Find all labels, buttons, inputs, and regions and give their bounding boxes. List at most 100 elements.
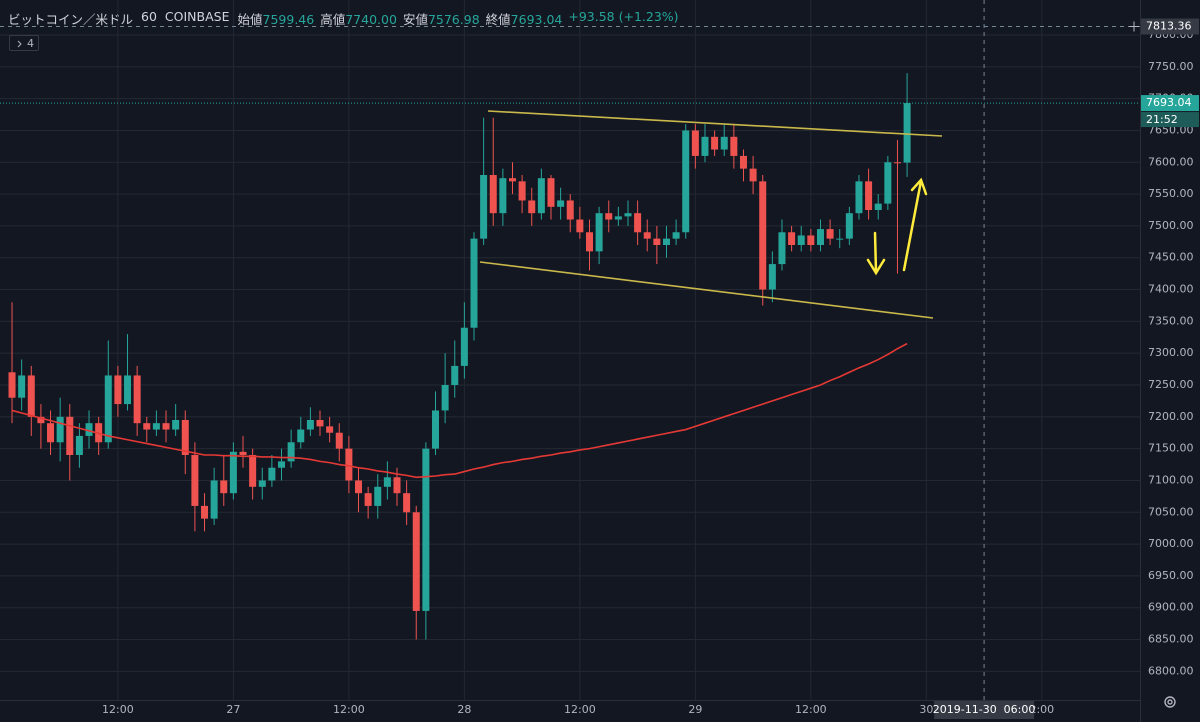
- ohlc-value: 7576.98: [427, 12, 480, 27]
- candle-body: [364, 493, 372, 506]
- countdown-tag: [1141, 112, 1199, 128]
- candle-body: [220, 480, 228, 494]
- y-tick-label: 6900.00: [1148, 601, 1194, 614]
- candle-body: [566, 200, 574, 220]
- ohlc-value: 7740.00: [345, 12, 397, 27]
- candle-body: [691, 130, 699, 156]
- exchange: COINBASE: [164, 9, 230, 24]
- settings-icon[interactable]: [1164, 696, 1176, 708]
- candle-body: [451, 365, 459, 385]
- candle-body: [711, 136, 719, 150]
- ohlc-value: 7599.46: [262, 12, 315, 27]
- ohlc-item: 始値7599.46: [238, 9, 315, 28]
- candle-body: [104, 375, 112, 443]
- candle-body: [653, 238, 661, 245]
- x-tick-label: 28: [457, 703, 471, 716]
- candle-body: [682, 130, 690, 233]
- candle-body: [258, 480, 266, 487]
- y-tick-label: 7250.00: [1148, 378, 1194, 391]
- candle-body: [326, 426, 334, 433]
- candle-body: [845, 213, 853, 239]
- interval: 60: [141, 9, 157, 24]
- candle-body: [672, 232, 680, 239]
- candle-body: [47, 423, 55, 443]
- candle-body: [480, 175, 488, 239]
- candle-body: [278, 461, 286, 468]
- candle-body: [460, 327, 468, 366]
- y-tick-label: 7050.00: [1148, 505, 1194, 518]
- candle-body: [412, 512, 420, 611]
- candle-body: [662, 238, 670, 245]
- candle-body: [739, 155, 747, 169]
- candle-body: [229, 451, 237, 494]
- legend-header: ビットコイン／米ドル 60 COINBASE 始値7599.46 高値7740.0…: [8, 9, 679, 28]
- candle-body: [239, 451, 247, 455]
- candle-body: [884, 162, 892, 204]
- last-price-tag: [1141, 95, 1199, 112]
- candle-body: [172, 420, 180, 430]
- y-tick-label: 7500.00: [1148, 219, 1194, 232]
- candle-body: [422, 448, 430, 611]
- candle-body: [8, 372, 16, 398]
- candle-body: [287, 442, 295, 462]
- x-tick-label: 12:00: [795, 703, 827, 716]
- ohlc: 始値7599.46 高値7740.00 安値7576.98 終値7693.04: [238, 9, 563, 28]
- ohlc-label: 始値: [237, 12, 263, 27]
- candle-body: [355, 480, 363, 494]
- candle-body: [855, 181, 863, 214]
- candle-body: [518, 181, 526, 201]
- y-tick-label: 7400.00: [1148, 283, 1194, 296]
- countdown-label: 21:52: [1146, 113, 1178, 126]
- symbol: ビットコイン／米ドル: [8, 12, 134, 27]
- y-tick-label: 7550.00: [1148, 187, 1194, 200]
- last-price-label: 7693.04: [1146, 96, 1192, 109]
- candle-body: [75, 435, 83, 455]
- y-tick-label: 7600.00: [1148, 155, 1194, 168]
- drawings: [479, 110, 943, 319]
- crosshair-time-label: 2019-11-30 06:00: [933, 703, 1036, 716]
- candle-body: [528, 200, 536, 214]
- arrow-up: [902, 177, 928, 272]
- candle-body: [614, 216, 622, 220]
- y-tick-label: 7350.00: [1148, 314, 1194, 327]
- candle-body: [720, 136, 728, 150]
- ohlc-item: 安値7576.98: [403, 9, 480, 28]
- candle-body: [210, 480, 218, 519]
- trend-line: [479, 261, 934, 319]
- x-tick-label: 12:00: [102, 703, 134, 716]
- indicator-count: 4: [27, 36, 34, 50]
- candle-body: [114, 375, 122, 405]
- candle-body: [701, 136, 709, 156]
- chevron-icon: [17, 40, 22, 48]
- candle-body: [403, 493, 411, 513]
- x-tick-label: 12:00: [564, 703, 596, 716]
- y-tick-label: 7300.00: [1148, 346, 1194, 359]
- candle-body: [383, 477, 391, 487]
- candle-body: [345, 448, 353, 481]
- candle-body: [37, 416, 45, 424]
- candle-body: [826, 229, 834, 239]
- moving-average: [11, 342, 908, 479]
- indicator-toggle[interactable]: 4: [9, 35, 39, 51]
- candle-body: [56, 416, 64, 443]
- candle-body: [537, 178, 545, 214]
- ohlc-label: 安値: [402, 12, 428, 27]
- arrow-down: [866, 231, 886, 276]
- candle-body: [903, 103, 911, 163]
- candle-body: [865, 181, 873, 210]
- crosshair-plus: [1129, 21, 1139, 32]
- candle-body: [730, 136, 738, 156]
- candle-body: [124, 375, 132, 405]
- y-tick-label: 7000.00: [1148, 537, 1194, 550]
- ohlc-item: 終値7693.04: [486, 9, 563, 28]
- y-tick-label: 7100.00: [1148, 473, 1194, 486]
- candle-body: [133, 375, 141, 424]
- candle-body: [816, 229, 824, 245]
- candle-body: [874, 203, 882, 210]
- y-tick-label: 7200.00: [1148, 410, 1194, 423]
- candle-body: [788, 232, 796, 245]
- change: +93.58 (+1.23%): [568, 9, 679, 24]
- candle-body: [499, 178, 507, 214]
- candle-body: [143, 423, 151, 430]
